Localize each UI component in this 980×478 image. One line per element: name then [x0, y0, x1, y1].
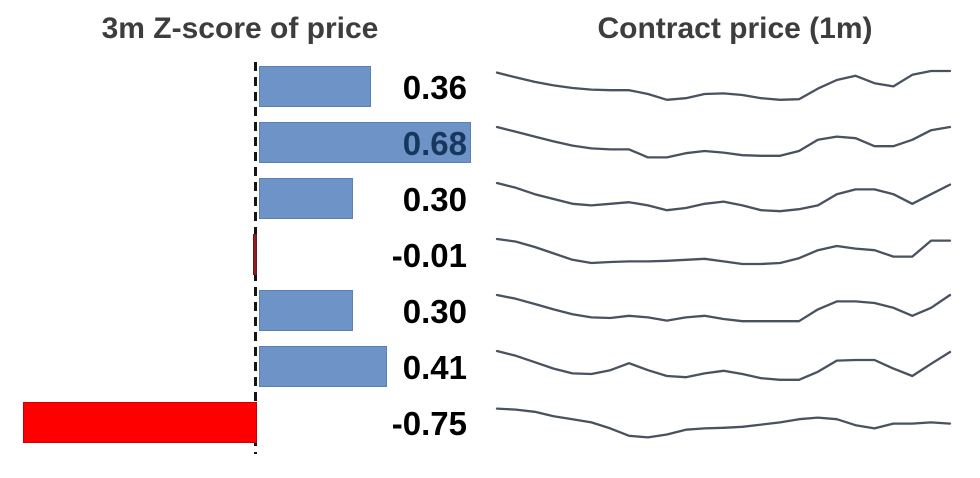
zscore-chart-title: 3m Z-score of price [101, 12, 379, 45]
contract-price-chart-title: Contract price (1m) [597, 12, 873, 45]
price-sparkline [495, 407, 952, 439]
price-sparkline [495, 69, 952, 101]
price-sparkline [495, 181, 952, 213]
price-sparkline [495, 293, 952, 323]
zscore-bar [253, 234, 257, 275]
zscore-bar [259, 122, 471, 163]
zscore-value-label: 0.30 [402, 181, 467, 218]
zscore-bar [259, 178, 353, 219]
zscore-value-label: 0.68 [402, 125, 467, 162]
price-sparkline [495, 349, 952, 381]
zscore-value-label: 0.30 [402, 293, 467, 330]
zscore-bar [259, 346, 387, 387]
zscore-bar [259, 290, 353, 331]
zscore-value-label: 0.36 [402, 69, 467, 106]
price-sparkline [495, 125, 952, 159]
zscore-bar [259, 66, 371, 107]
zscore-value-label: -0.01 [391, 237, 467, 274]
zscore-bar [23, 402, 257, 443]
zscore-value-label: 0.41 [402, 349, 467, 386]
price-sparkline [495, 237, 952, 266]
zscore-value-label: -0.75 [391, 405, 467, 442]
